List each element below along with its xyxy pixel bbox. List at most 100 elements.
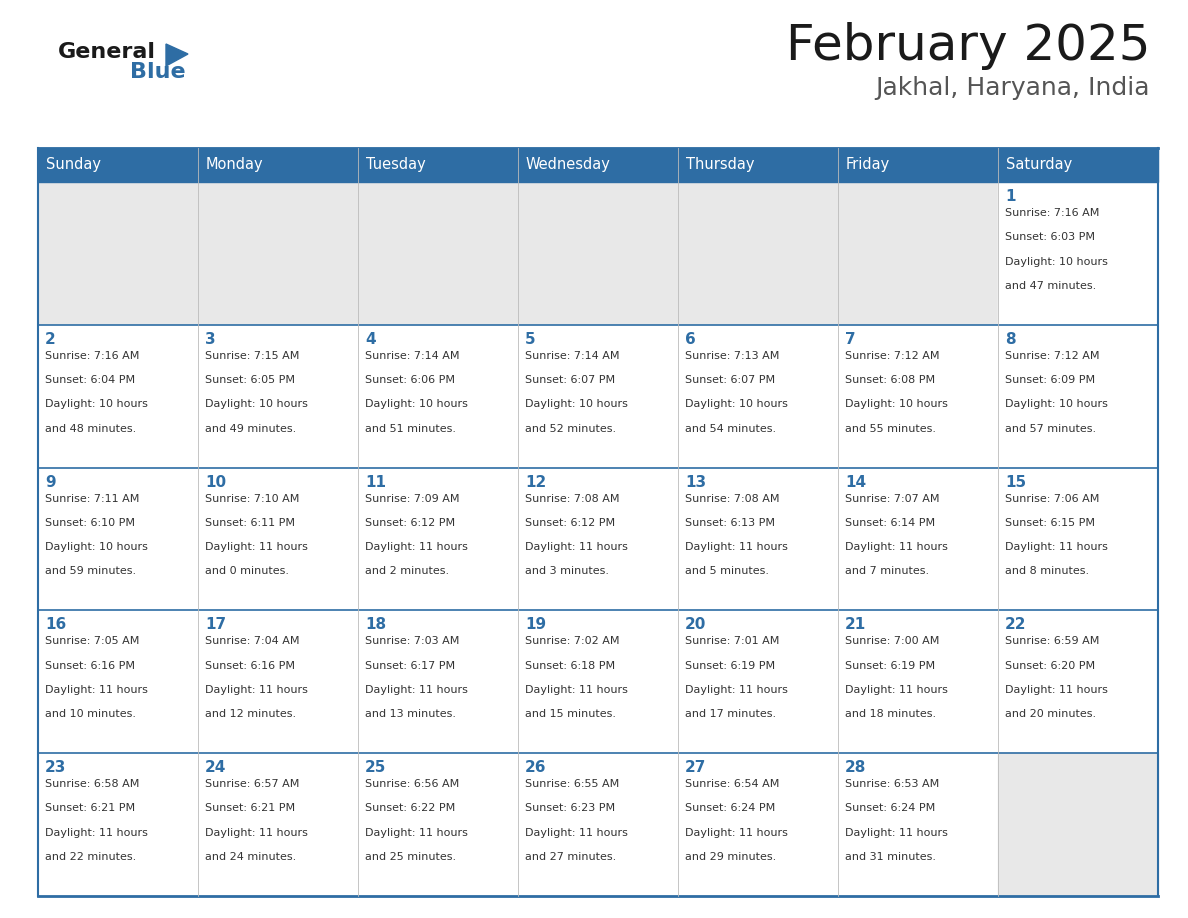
Text: Daylight: 11 hours: Daylight: 11 hours (206, 685, 308, 695)
Text: and 10 minutes.: and 10 minutes. (45, 710, 135, 719)
Bar (998, 325, 1158, 467)
Bar (198, 610, 358, 753)
Text: Sunset: 6:12 PM: Sunset: 6:12 PM (365, 518, 455, 528)
Bar (678, 182, 838, 325)
Text: Sunrise: 7:10 AM: Sunrise: 7:10 AM (206, 494, 299, 504)
Text: 26: 26 (525, 760, 546, 775)
Bar (358, 610, 518, 753)
Bar (678, 610, 838, 753)
Text: 10: 10 (206, 475, 226, 489)
Text: Sunrise: 7:05 AM: Sunrise: 7:05 AM (45, 636, 139, 646)
Text: Sunset: 6:06 PM: Sunset: 6:06 PM (365, 375, 455, 385)
Text: Sunset: 6:24 PM: Sunset: 6:24 PM (845, 803, 935, 813)
Text: 5: 5 (525, 331, 536, 347)
Text: 3: 3 (206, 331, 216, 347)
Text: Sunrise: 7:11 AM: Sunrise: 7:11 AM (45, 494, 139, 504)
Bar (678, 753, 838, 896)
Text: Daylight: 11 hours: Daylight: 11 hours (525, 543, 628, 552)
Bar (38, 753, 198, 896)
Text: and 49 minutes.: and 49 minutes. (206, 423, 296, 433)
Text: and 17 minutes.: and 17 minutes. (685, 710, 776, 719)
Text: 14: 14 (845, 475, 866, 489)
Text: 11: 11 (365, 475, 386, 489)
Text: Daylight: 11 hours: Daylight: 11 hours (206, 828, 308, 838)
Text: 8: 8 (1005, 331, 1016, 347)
Text: and 31 minutes.: and 31 minutes. (845, 852, 936, 862)
Text: 9: 9 (45, 475, 56, 489)
Text: Sunset: 6:08 PM: Sunset: 6:08 PM (845, 375, 935, 385)
Text: Jakhal, Haryana, India: Jakhal, Haryana, India (876, 76, 1150, 100)
Bar (198, 325, 358, 467)
Bar (998, 753, 1158, 896)
Text: and 54 minutes.: and 54 minutes. (685, 423, 776, 433)
Text: and 52 minutes.: and 52 minutes. (525, 423, 617, 433)
Text: Thursday: Thursday (685, 158, 754, 173)
Text: and 7 minutes.: and 7 minutes. (845, 566, 929, 577)
Text: Tuesday: Tuesday (366, 158, 425, 173)
Text: 16: 16 (45, 618, 67, 633)
Bar (838, 325, 998, 467)
Text: Daylight: 10 hours: Daylight: 10 hours (45, 399, 147, 409)
Text: Sunset: 6:18 PM: Sunset: 6:18 PM (525, 661, 615, 671)
Text: Sunset: 6:16 PM: Sunset: 6:16 PM (45, 661, 135, 671)
Text: Saturday: Saturday (1006, 158, 1073, 173)
Text: 12: 12 (525, 475, 546, 489)
Text: and 5 minutes.: and 5 minutes. (685, 566, 769, 577)
Text: and 27 minutes.: and 27 minutes. (525, 852, 617, 862)
Text: and 47 minutes.: and 47 minutes. (1005, 281, 1097, 291)
Text: 19: 19 (525, 618, 546, 633)
Text: 21: 21 (845, 618, 866, 633)
Text: and 13 minutes.: and 13 minutes. (365, 710, 456, 719)
Bar (38, 182, 198, 325)
Text: Sunset: 6:09 PM: Sunset: 6:09 PM (1005, 375, 1095, 385)
Bar (38, 610, 198, 753)
Text: Sunrise: 7:03 AM: Sunrise: 7:03 AM (365, 636, 460, 646)
Text: Daylight: 11 hours: Daylight: 11 hours (845, 685, 948, 695)
Text: and 20 minutes.: and 20 minutes. (1005, 710, 1097, 719)
Bar (358, 325, 518, 467)
Text: Daylight: 11 hours: Daylight: 11 hours (845, 543, 948, 552)
Text: Sunset: 6:10 PM: Sunset: 6:10 PM (45, 518, 135, 528)
Text: Daylight: 11 hours: Daylight: 11 hours (525, 828, 628, 838)
Text: 22: 22 (1005, 618, 1026, 633)
Text: 23: 23 (45, 760, 67, 775)
Bar (198, 467, 358, 610)
Text: Sunrise: 7:08 AM: Sunrise: 7:08 AM (525, 494, 619, 504)
Text: Sunset: 6:24 PM: Sunset: 6:24 PM (685, 803, 776, 813)
Text: Blue: Blue (129, 62, 185, 82)
Text: Sunrise: 7:04 AM: Sunrise: 7:04 AM (206, 636, 299, 646)
Text: and 3 minutes.: and 3 minutes. (525, 566, 609, 577)
Bar (38, 148, 1158, 182)
Bar (838, 610, 998, 753)
Text: Daylight: 10 hours: Daylight: 10 hours (685, 399, 788, 409)
Text: Monday: Monday (206, 158, 264, 173)
Text: Sunset: 6:20 PM: Sunset: 6:20 PM (1005, 661, 1095, 671)
Text: Daylight: 11 hours: Daylight: 11 hours (206, 543, 308, 552)
Text: Sunrise: 6:58 AM: Sunrise: 6:58 AM (45, 779, 139, 789)
Text: Friday: Friday (846, 158, 890, 173)
Text: and 24 minutes.: and 24 minutes. (206, 852, 296, 862)
Text: 2: 2 (45, 331, 56, 347)
Text: Daylight: 11 hours: Daylight: 11 hours (685, 685, 788, 695)
Text: Daylight: 11 hours: Daylight: 11 hours (45, 685, 147, 695)
Text: Sunset: 6:04 PM: Sunset: 6:04 PM (45, 375, 135, 385)
Text: Daylight: 11 hours: Daylight: 11 hours (845, 828, 948, 838)
Bar (518, 753, 678, 896)
Text: Sunrise: 6:54 AM: Sunrise: 6:54 AM (685, 779, 779, 789)
Text: 7: 7 (845, 331, 855, 347)
Text: Sunset: 6:03 PM: Sunset: 6:03 PM (1005, 232, 1095, 242)
Text: and 59 minutes.: and 59 minutes. (45, 566, 137, 577)
Text: 27: 27 (685, 760, 707, 775)
Text: and 18 minutes.: and 18 minutes. (845, 710, 936, 719)
Text: Sunrise: 6:55 AM: Sunrise: 6:55 AM (525, 779, 619, 789)
Text: Sunset: 6:12 PM: Sunset: 6:12 PM (525, 518, 615, 528)
Text: Sunrise: 7:14 AM: Sunrise: 7:14 AM (525, 351, 619, 361)
Text: Sunrise: 6:59 AM: Sunrise: 6:59 AM (1005, 636, 1099, 646)
Text: 20: 20 (685, 618, 707, 633)
Text: Sunrise: 7:06 AM: Sunrise: 7:06 AM (1005, 494, 1099, 504)
Text: Sunset: 6:11 PM: Sunset: 6:11 PM (206, 518, 295, 528)
Text: Sunset: 6:21 PM: Sunset: 6:21 PM (206, 803, 295, 813)
Text: 15: 15 (1005, 475, 1026, 489)
Bar (38, 325, 198, 467)
Bar (518, 325, 678, 467)
